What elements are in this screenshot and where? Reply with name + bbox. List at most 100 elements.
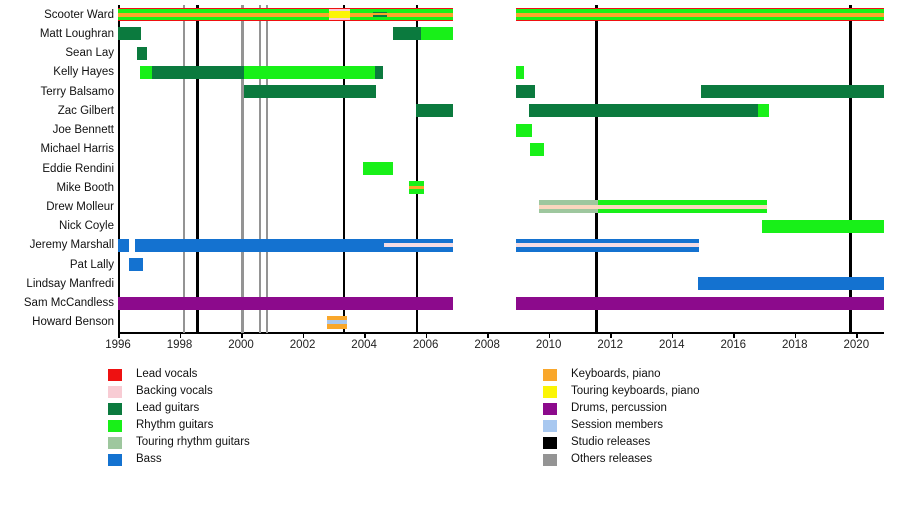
timeline-bar <box>362 162 394 175</box>
studio-release-line <box>196 5 199 333</box>
legend-swatch-icon <box>108 437 122 449</box>
legend-swatch-icon <box>543 386 557 398</box>
member-label: Drew Molleur <box>46 200 114 213</box>
timeline-bar-inset-lead-guitars <box>373 11 388 14</box>
others-release-line <box>265 5 269 333</box>
legend-label: Bass <box>136 453 162 465</box>
member-label: Joe Bennett <box>52 124 114 137</box>
legend-swatch-icon <box>108 454 122 466</box>
x-axis-tick <box>794 332 797 338</box>
timeline-bar <box>516 85 535 99</box>
x-axis-tick-label: 2012 <box>597 339 623 351</box>
member-label: Zac Gilbert <box>57 104 114 117</box>
timeline-bar-band-backing-vocals <box>597 204 768 209</box>
timeline-bar-band-keyboards-piano <box>408 185 425 190</box>
timeline-bar <box>134 238 454 252</box>
timeline-bar <box>118 8 454 22</box>
legend-swatch-icon <box>108 386 122 398</box>
timeline-bar <box>140 65 152 79</box>
timeline-bar-band-rhythm-guitars <box>421 27 454 41</box>
legend-swatch-icon <box>543 420 557 432</box>
member-label: Sam McCandless <box>23 297 114 310</box>
x-axis-tick-label: 2000 <box>228 339 254 351</box>
x-axis-tick-label: 1998 <box>166 339 193 351</box>
member-label: Sean Lay <box>65 47 114 60</box>
x-axis-tick <box>487 332 489 338</box>
timeline-bar-band-drums-percussion <box>516 296 884 310</box>
timeline-bar-inset-lead-guitars <box>373 15 388 17</box>
legend-swatch-icon <box>543 454 557 466</box>
studio-release-line <box>595 5 598 333</box>
member-label: Pat Lally <box>69 258 114 271</box>
timeline-bar <box>374 65 383 79</box>
x-axis-tick <box>425 332 428 338</box>
others-release-line <box>241 5 244 333</box>
member-label: Michael Harris <box>40 143 115 156</box>
timeline-bar <box>516 123 532 137</box>
timeline-bar <box>118 296 454 310</box>
timeline-bar <box>421 27 454 41</box>
timeline-bar-inset-touring-keyboards-piano <box>329 11 351 18</box>
x-axis-tick-label: 2010 <box>535 339 562 351</box>
timeline-bar <box>244 85 377 99</box>
timeline-bar-band-keyboards-piano <box>118 12 454 17</box>
member-label: Jeremy Marshall <box>29 239 114 252</box>
timeline-bar <box>416 104 454 118</box>
x-axis-tick-label: 1996 <box>105 339 131 351</box>
legend-label: Touring keyboards, piano <box>571 385 700 397</box>
x-axis-tick-label: 2018 <box>781 339 808 351</box>
x-axis-tick-label: 2002 <box>289 339 316 351</box>
timeline-bar <box>597 200 768 214</box>
timeline-bar-band-lead-guitars <box>244 85 377 99</box>
studio-release-line <box>849 5 853 333</box>
member-label: Matt Loughran <box>39 27 114 40</box>
timeline-bar-band-rhythm-guitars <box>244 65 375 79</box>
x-axis-tick <box>364 332 366 338</box>
timeline-bar <box>244 65 375 79</box>
member-label: Scooter Ward <box>44 8 114 21</box>
legend-label: Keyboards, piano <box>571 368 661 380</box>
x-axis-tick-label: 2014 <box>658 339 685 351</box>
member-label: Lindsay Manfredi <box>26 277 114 290</box>
timeline-bar <box>393 27 421 41</box>
timeline-bar <box>516 296 884 310</box>
timeline-bar <box>530 142 545 156</box>
timeline-bar <box>118 27 142 41</box>
member-label: Nick Coyle <box>59 220 114 233</box>
legend-label: Lead guitars <box>136 402 200 414</box>
x-axis-tick-label: 2016 <box>720 339 747 351</box>
legend-label: Backing vocals <box>136 385 213 397</box>
others-release-line <box>182 5 186 333</box>
timeline-bar <box>528 104 758 118</box>
timeline-bar-band-rhythm-guitars <box>516 123 532 137</box>
member-label: Howard Benson <box>32 316 114 329</box>
timeline-bar <box>151 65 245 79</box>
x-axis-tick <box>118 332 120 338</box>
member-label-column: Scooter Ward Matt Loughran Sean Lay Kelly H… <box>0 0 114 340</box>
x-axis-tick <box>610 332 612 338</box>
x-axis-tick-label: 2020 <box>843 339 870 351</box>
timeline-bar-band-lead-guitars <box>374 65 383 79</box>
timeline-bar <box>516 8 884 22</box>
timeline-bar <box>539 200 598 214</box>
timeline-bar-band-rhythm-guitars <box>140 65 152 79</box>
timeline-bars-layer <box>118 5 884 332</box>
x-axis-tick <box>241 332 243 338</box>
timeline-bar-band-bass <box>128 258 143 272</box>
timeline-bar-band-keyboards-piano <box>516 12 884 17</box>
legend-swatch-icon <box>543 437 557 449</box>
x-axis-tick <box>671 332 674 338</box>
timeline-bar-band-lead-guitars <box>393 27 421 41</box>
studio-release-line <box>342 5 346 333</box>
timeline-bar <box>118 238 129 252</box>
timeline-bar-inset-backing-vocals <box>384 243 454 248</box>
x-axis-tick <box>548 332 551 338</box>
timeline-bar-band-lead-guitars <box>137 46 148 60</box>
timeline-bar <box>516 238 700 252</box>
timeline-bar-band-rhythm-guitars <box>762 219 884 233</box>
others-release-line <box>258 5 262 333</box>
timeline-bar-band-session-members <box>326 320 348 325</box>
timeline-bar <box>516 65 525 79</box>
timeline-bar-band-rhythm-guitars <box>516 65 525 79</box>
timeline-bar-band-lead-guitars <box>516 85 535 99</box>
